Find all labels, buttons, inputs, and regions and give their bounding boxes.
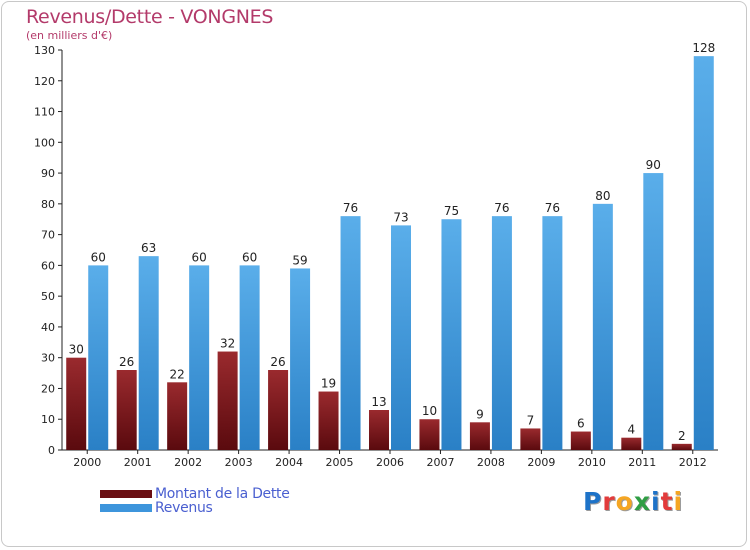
data-label-revenue: 75: [444, 204, 459, 218]
data-label-revenue: 128: [692, 41, 715, 55]
y-tick-label: 20: [41, 382, 55, 395]
y-tick-label: 10: [41, 413, 55, 426]
y-tick-label: 30: [41, 352, 55, 365]
bar-revenue: [643, 173, 664, 451]
legend-label-debt: Montant de la Dette: [155, 486, 290, 502]
x-tick-label: 2004: [275, 456, 303, 469]
data-label-debt: 26: [270, 355, 285, 369]
bar-revenue: [693, 56, 714, 451]
x-tick-label: 2008: [477, 456, 505, 469]
bar-debt: [419, 419, 440, 450]
bar-revenue: [491, 216, 512, 450]
proxiti-logo: Proxiti: [583, 487, 683, 516]
data-label-revenue: 59: [292, 253, 307, 267]
data-label-debt: 9: [476, 407, 484, 421]
bar-debt: [469, 422, 490, 450]
y-tick-label: 130: [34, 44, 55, 57]
bar-revenue: [340, 216, 361, 450]
x-tick-label: 2011: [628, 456, 656, 469]
data-label-revenue: 60: [91, 250, 106, 264]
data-label-debt: 32: [220, 337, 235, 351]
legend-swatch-debt: [100, 490, 152, 498]
legend-swatch-revenue: [100, 504, 152, 512]
x-tick-label: 2002: [174, 456, 202, 469]
y-tick-label: 110: [34, 106, 55, 119]
chart-subtitle: (en milliers d'€): [26, 29, 113, 42]
bar-debt: [318, 391, 339, 450]
x-tick-label: 2005: [326, 456, 354, 469]
data-label-revenue: 73: [393, 210, 408, 224]
data-label-revenue: 90: [646, 158, 661, 172]
bar-debt: [369, 410, 389, 450]
x-tick-label: 2001: [124, 456, 152, 469]
data-label-revenue: 63: [141, 241, 156, 255]
logo-letter: o: [615, 487, 634, 516]
y-tick-label: 80: [41, 198, 55, 211]
x-tick-label: 2006: [376, 456, 404, 469]
bar-revenue: [290, 268, 311, 450]
logo-letter: i: [673, 487, 684, 516]
bar-debt: [268, 370, 289, 450]
bar-debt: [66, 357, 87, 450]
data-label-revenue: 60: [192, 250, 207, 264]
bar-revenue: [88, 265, 109, 450]
y-tick-label: 50: [41, 290, 55, 303]
data-label-debt: 22: [170, 367, 185, 381]
data-label-revenue: 76: [545, 201, 560, 215]
bar-debt: [520, 428, 541, 450]
logo-letter: t: [660, 487, 674, 516]
bar-revenue: [441, 219, 462, 450]
logo-letter: P: [583, 487, 603, 516]
data-label-debt: 19: [321, 377, 336, 391]
data-label-revenue: 76: [343, 201, 358, 215]
data-label-revenue: 80: [595, 189, 610, 203]
bar-debt: [116, 370, 137, 450]
y-tick-label: 90: [41, 167, 55, 180]
bar-revenue: [391, 225, 411, 450]
y-tick-label: 100: [34, 136, 55, 149]
data-label-debt: 4: [627, 423, 635, 437]
bar-debt: [167, 382, 188, 450]
y-tick-label: 120: [34, 75, 55, 88]
logo-letter: i: [651, 487, 661, 516]
bar-revenue: [542, 216, 563, 450]
x-tick-label: 2010: [578, 456, 606, 469]
data-label-debt: 30: [69, 343, 84, 357]
data-label-debt: 26: [119, 355, 134, 369]
y-tick-label: 0: [48, 444, 55, 457]
data-label-debt: 2: [678, 429, 686, 443]
data-label-debt: 10: [422, 404, 437, 418]
y-tick-label: 40: [41, 321, 55, 334]
legend-label-revenue: Revenus: [155, 500, 213, 516]
bar-revenue: [138, 256, 159, 450]
bar-debt: [671, 443, 692, 450]
logo-letter: r: [602, 487, 616, 516]
bar-debt: [621, 437, 642, 450]
chart-title: Revenus/Dette - VONGNES: [26, 6, 274, 28]
bar-revenue: [239, 265, 260, 450]
bar-revenue: [592, 203, 613, 450]
data-label-debt: 13: [371, 395, 386, 409]
data-label-revenue: 60: [242, 250, 257, 264]
bar-debt: [570, 431, 591, 450]
y-tick-label: 70: [41, 229, 55, 242]
x-tick-label: 2003: [225, 456, 253, 469]
data-label-debt: 6: [577, 417, 585, 431]
bar-debt: [217, 351, 238, 450]
x-tick-label: 2012: [679, 456, 707, 469]
data-label-revenue: 76: [494, 201, 509, 215]
logo-letter: x: [633, 487, 651, 516]
x-tick-label: 2009: [527, 456, 555, 469]
x-tick-label: 2000: [73, 456, 101, 469]
bar-revenue: [189, 265, 210, 450]
y-tick-label: 60: [41, 259, 55, 272]
data-label-debt: 7: [527, 413, 535, 427]
x-tick-label: 2007: [426, 456, 454, 469]
